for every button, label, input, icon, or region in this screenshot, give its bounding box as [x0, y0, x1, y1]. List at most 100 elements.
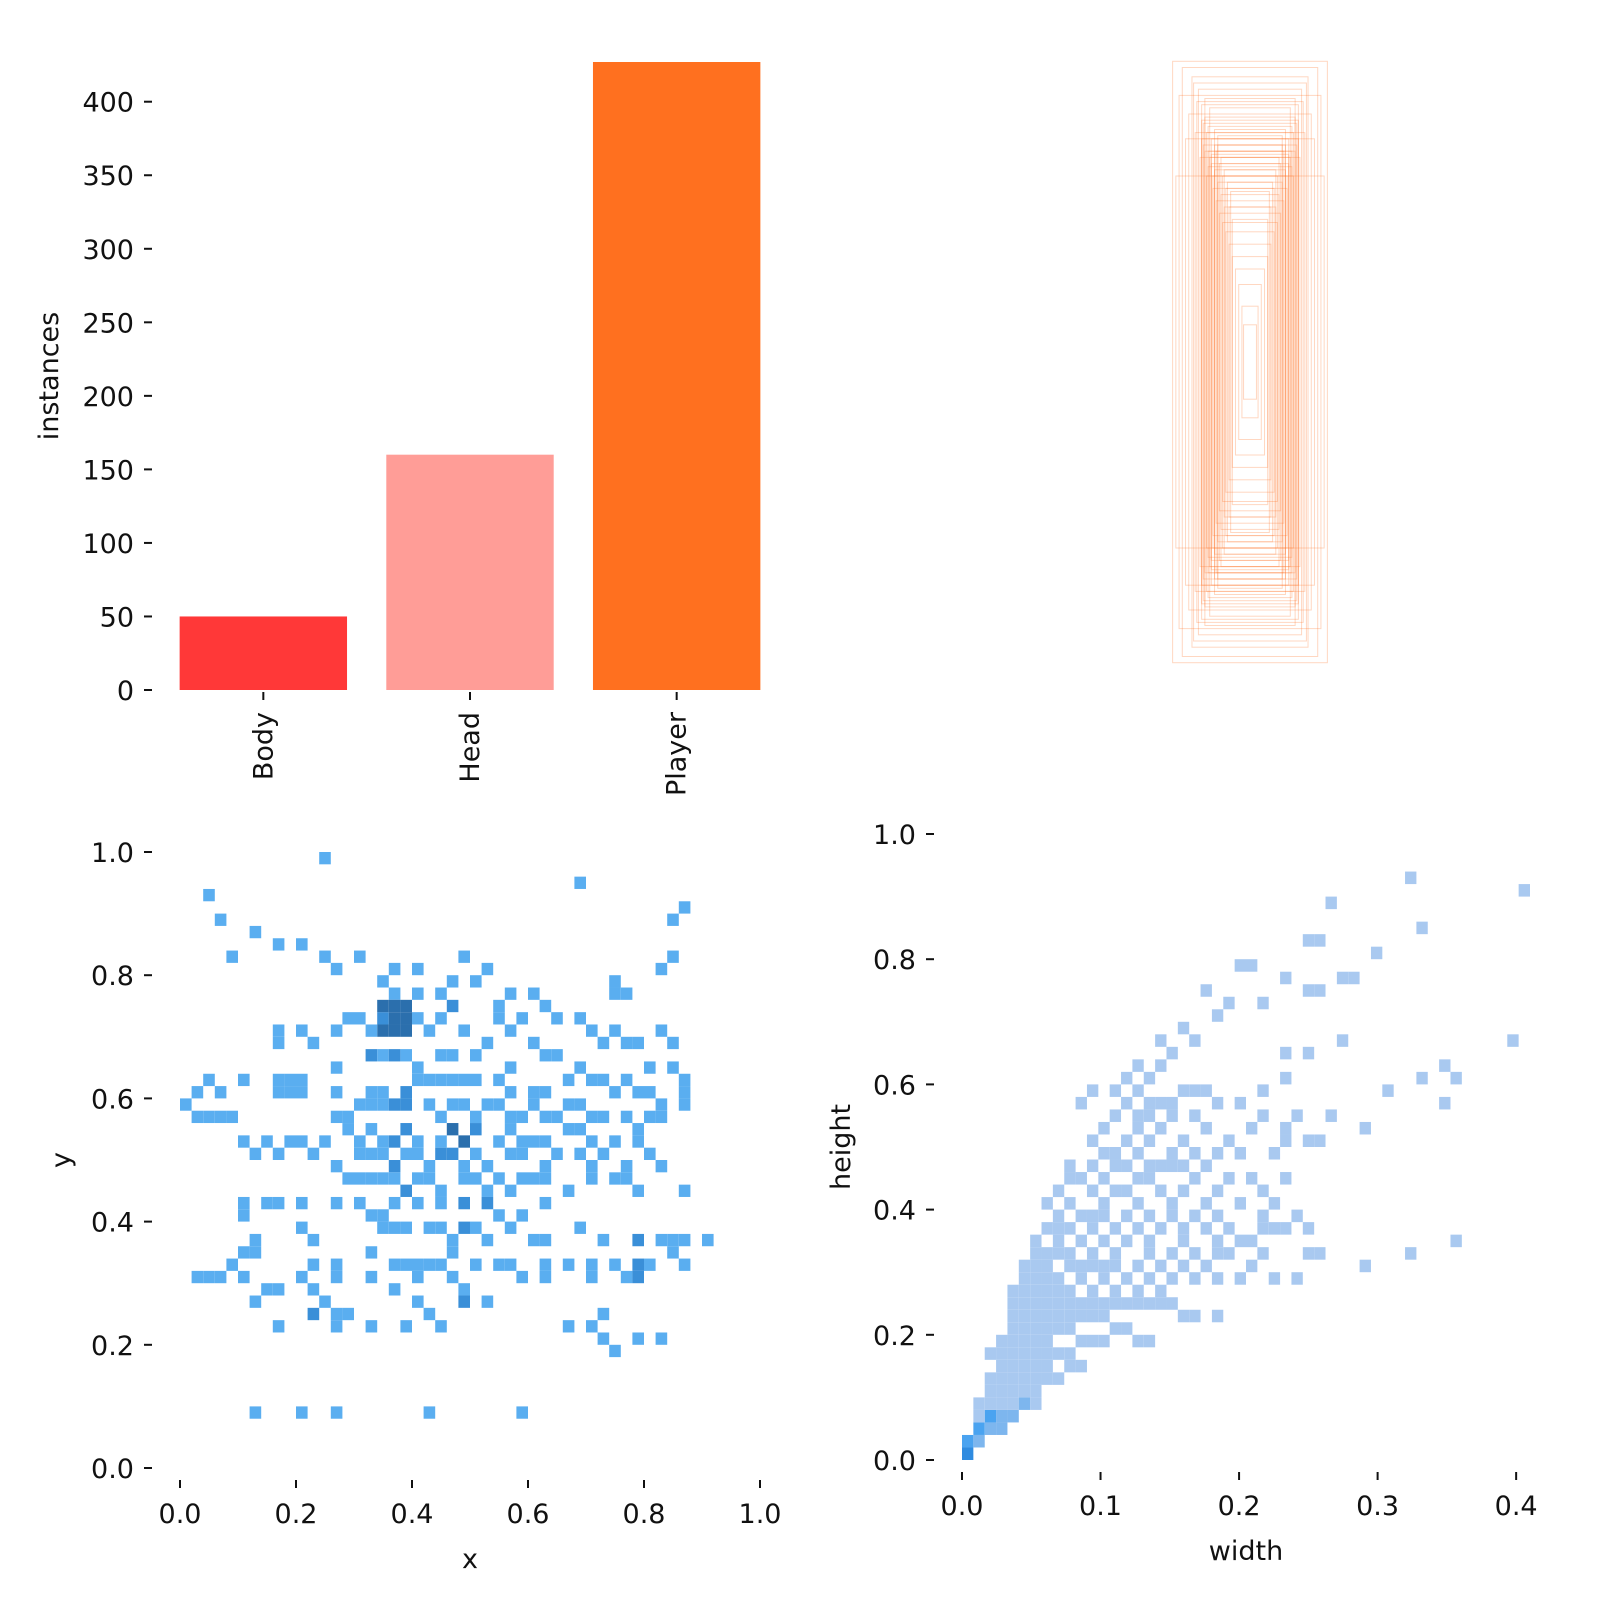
- heat-cell: [586, 1320, 598, 1333]
- heat-cell: [412, 987, 424, 1000]
- box-27: [1238, 284, 1262, 440]
- heat-cell: [1155, 1297, 1167, 1310]
- heat-cell: [1007, 1297, 1019, 1310]
- heat-cell: [249, 925, 262, 939]
- heat-cell: [377, 1049, 389, 1062]
- heat-cell: [504, 1221, 517, 1234]
- heat-cell: [272, 1320, 285, 1333]
- box-46: [1212, 175, 1288, 549]
- heat-cell: [655, 1233, 668, 1247]
- heat-cell: [1211, 1209, 1224, 1223]
- box-38: [1220, 194, 1280, 530]
- heat-cell: [1052, 1372, 1065, 1385]
- heat-cell: [1155, 1059, 1167, 1072]
- heat-cell: [1211, 1184, 1224, 1198]
- heat-cell: [586, 1110, 598, 1124]
- heat-cell: [1007, 1309, 1019, 1323]
- heat-cell: [296, 1086, 308, 1099]
- heat-cell: [574, 1061, 586, 1074]
- heat-cell: [307, 1036, 320, 1050]
- heat-cell: [1086, 1084, 1099, 1097]
- heat-cell: [1086, 1247, 1099, 1260]
- heat-cell: [1166, 1159, 1178, 1173]
- heat-cell: [539, 1049, 552, 1062]
- heat-cell: [423, 1221, 436, 1234]
- heat-cell: [1155, 1184, 1167, 1198]
- heat-cell: [1325, 896, 1337, 910]
- heat-cell: [458, 1172, 470, 1185]
- heat-cell: [516, 1270, 528, 1284]
- heat-cell: [1132, 1259, 1144, 1273]
- y-tick-label: 0.0: [91, 1454, 134, 1485]
- heat-cell: [562, 1123, 575, 1136]
- heat-cell: [249, 1147, 262, 1160]
- heat-cell: [481, 1233, 494, 1247]
- heat-cell: [377, 1209, 389, 1222]
- heat-cell: [1064, 1297, 1076, 1310]
- heat-cell: [1018, 1347, 1031, 1360]
- heat-cell: [1086, 1284, 1099, 1298]
- heat-cell: [1052, 1209, 1065, 1223]
- heat-cell: [504, 1184, 517, 1197]
- heat-cell: [528, 987, 540, 1000]
- heat-cell: [1075, 1334, 1087, 1348]
- heat-cell: [1064, 1159, 1076, 1173]
- heat-cell: [586, 1160, 598, 1173]
- heat-cell: [1155, 1222, 1167, 1235]
- heat-cell: [504, 1258, 517, 1271]
- heat-cell: [1268, 1272, 1281, 1285]
- box-21: [1218, 212, 1282, 512]
- heat-cell: [562, 1258, 575, 1271]
- heat-cell: [667, 950, 679, 963]
- heat-cell: [996, 1409, 1008, 1423]
- heat-cell: [493, 1098, 505, 1111]
- heat-cell: [1098, 1297, 1110, 1310]
- heat-cell: [1177, 1259, 1190, 1273]
- heat-cell: [435, 1073, 447, 1087]
- heat-cell: [984, 1347, 997, 1360]
- y-tick-label: 400: [82, 88, 134, 119]
- y-tick-label: 50: [100, 602, 134, 633]
- heat-cell: [1041, 1359, 1053, 1373]
- heat-cell: [1302, 984, 1315, 997]
- box-6: [1175, 175, 1325, 549]
- heat-cell: [1223, 1134, 1235, 1147]
- heat-cell: [597, 1036, 610, 1050]
- heat-cell: [1018, 1372, 1031, 1385]
- heat-cell: [1109, 1109, 1122, 1122]
- heat-cell: [388, 1196, 401, 1210]
- box-36: [1214, 169, 1286, 555]
- heat-cell: [996, 1422, 1008, 1435]
- heat-cell: [296, 1406, 308, 1419]
- heat-cell: [1132, 1334, 1144, 1348]
- heat-cell: [365, 1270, 378, 1284]
- box-47: [1209, 156, 1291, 568]
- heat-cell: [1098, 1309, 1110, 1323]
- bar-chart-instances: Body Head Player 0 50 100 150 200 250 300 350 400 in…: [34, 62, 761, 796]
- heat-cell: [1075, 1259, 1087, 1273]
- heat-cell: [493, 1258, 505, 1271]
- heat-cell: [238, 1196, 250, 1210]
- heat-cell: [1030, 1397, 1042, 1410]
- heat-cell: [1121, 1209, 1133, 1223]
- heat-cell: [1211, 1247, 1224, 1260]
- heat-cell: [504, 1123, 517, 1136]
- heat-cell: [400, 1184, 412, 1197]
- heat-cell: [1211, 1147, 1224, 1160]
- heat-cell: [1132, 1147, 1144, 1160]
- heat-cell: [1030, 1247, 1042, 1260]
- heat-cell: [528, 1098, 540, 1111]
- heat-cell: [214, 1086, 227, 1099]
- heat-cell: [377, 999, 389, 1013]
- heat-cell: [1234, 1147, 1246, 1160]
- x-tick-label: 0.2: [275, 1499, 318, 1530]
- heat-cell: [458, 1283, 470, 1296]
- y-tick-label: 100: [82, 529, 134, 560]
- heat-cell: [249, 1246, 262, 1259]
- heat-cell: [678, 1184, 691, 1197]
- box-57: [1207, 166, 1293, 558]
- heat-cell: [1189, 1147, 1201, 1160]
- box-25: [1231, 256, 1269, 468]
- heat-cell: [1052, 1184, 1065, 1198]
- heat-cell: [528, 1135, 540, 1148]
